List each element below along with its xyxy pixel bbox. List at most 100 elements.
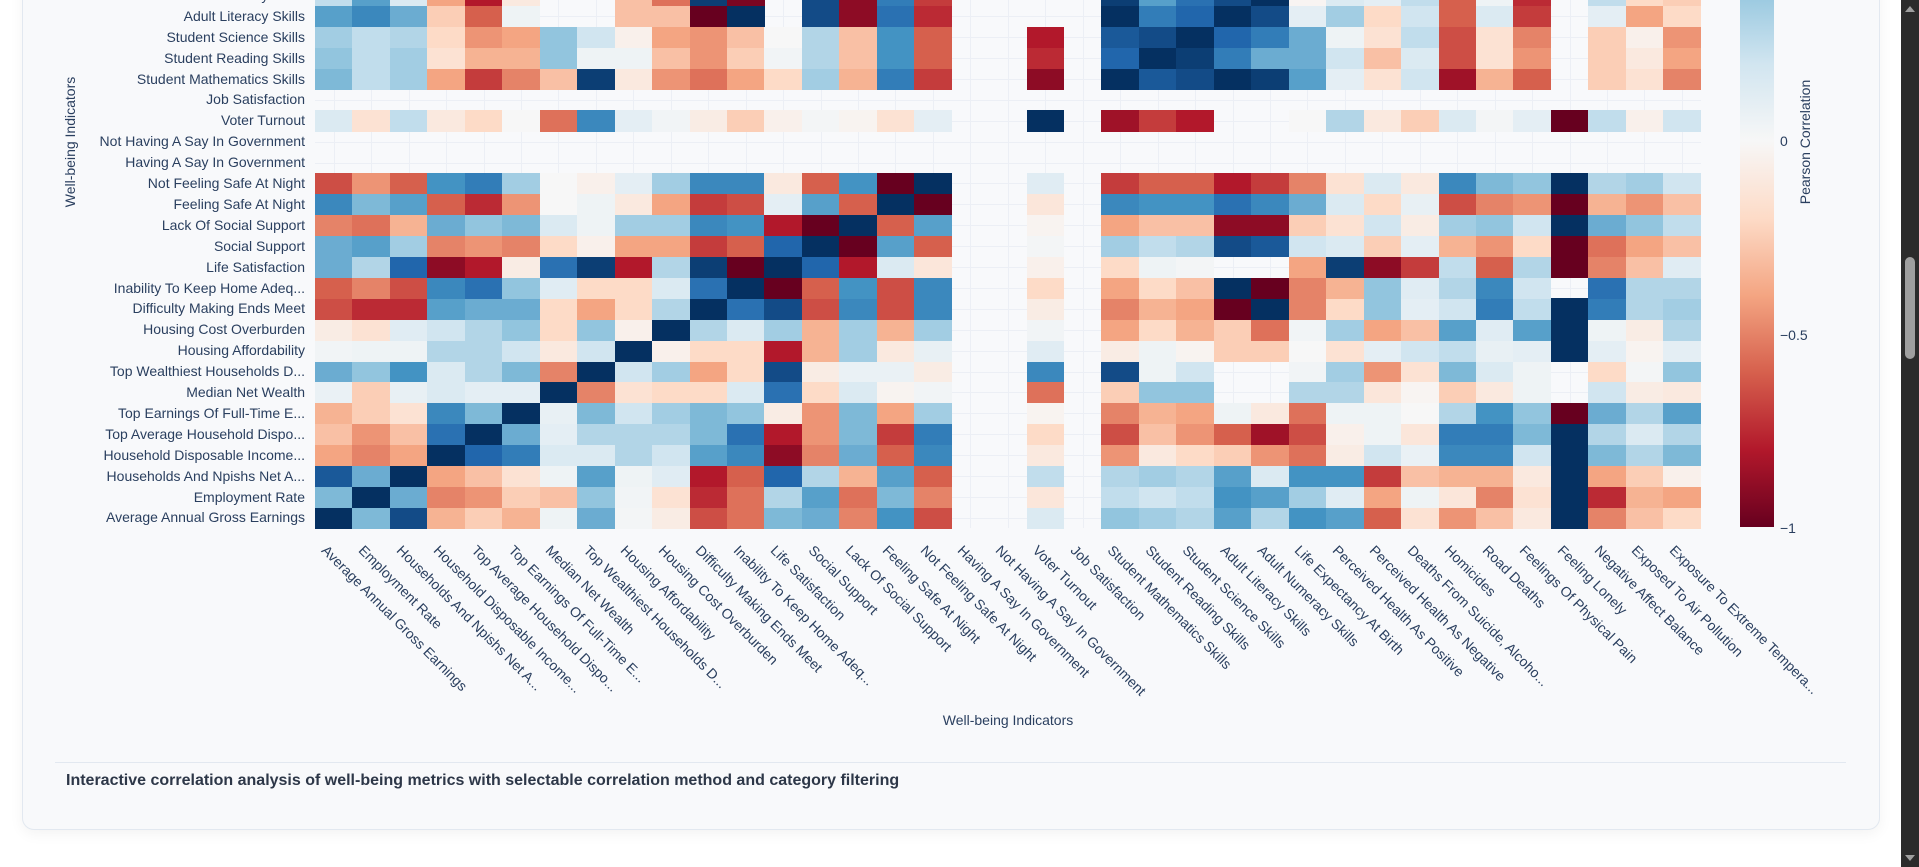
heatmap-cell[interactable] — [502, 256, 541, 278]
heatmap-cell[interactable] — [1438, 173, 1477, 195]
heatmap-cell[interactable] — [1363, 26, 1402, 49]
heatmap-cell[interactable] — [764, 465, 803, 487]
heatmap-cell[interactable] — [1663, 68, 1702, 90]
heatmap-cell[interactable] — [1625, 5, 1664, 28]
heatmap-cell[interactable] — [1176, 382, 1215, 404]
heatmap-cell[interactable] — [1625, 319, 1664, 341]
heatmap-cell[interactable] — [352, 0, 391, 7]
heatmap-cell[interactable] — [352, 47, 391, 69]
heatmap-cell[interactable] — [689, 402, 728, 425]
heatmap-cell[interactable] — [689, 340, 728, 362]
scroll-up-arrow-icon[interactable] — [1905, 6, 1915, 12]
heatmap-cell[interactable] — [764, 507, 803, 529]
heatmap-cell[interactable] — [315, 507, 353, 529]
heatmap-cell[interactable] — [876, 361, 915, 383]
heatmap-cell[interactable] — [1513, 486, 1552, 508]
heatmap-cell[interactable] — [1475, 340, 1514, 362]
heatmap-cell[interactable] — [352, 110, 391, 132]
heatmap-cell[interactable] — [1026, 319, 1065, 341]
heatmap-cell[interactable] — [1138, 256, 1177, 278]
heatmap-cell[interactable] — [1213, 277, 1252, 299]
heatmap-cell[interactable] — [1588, 402, 1627, 425]
heatmap-cell[interactable] — [539, 298, 578, 320]
heatmap-cell[interactable] — [577, 110, 616, 132]
heatmap-cell[interactable] — [427, 47, 466, 69]
heatmap-cell[interactable] — [1251, 465, 1290, 487]
heatmap-cell[interactable] — [502, 214, 541, 237]
heatmap-cell[interactable] — [1588, 486, 1627, 508]
heatmap-cell[interactable] — [1438, 402, 1477, 425]
heatmap-cell[interactable] — [1213, 465, 1252, 487]
heatmap-cell[interactable] — [1251, 444, 1290, 467]
heatmap-cell[interactable] — [726, 173, 765, 195]
heatmap-cell[interactable] — [614, 465, 653, 487]
heatmap-cell[interactable] — [1475, 193, 1514, 216]
heatmap-cell[interactable] — [502, 486, 541, 508]
heatmap-cell[interactable] — [1363, 402, 1402, 425]
heatmap-cell[interactable] — [614, 361, 653, 383]
heatmap-cell[interactable] — [876, 68, 915, 90]
heatmap-cell[interactable] — [726, 361, 765, 383]
heatmap-cell[interactable] — [1251, 402, 1290, 425]
heatmap-cell[interactable] — [1588, 193, 1627, 216]
heatmap-cell[interactable] — [577, 465, 616, 487]
heatmap-cell[interactable] — [315, 26, 353, 49]
heatmap-cell[interactable] — [389, 402, 428, 425]
heatmap-cell[interactable] — [315, 68, 353, 90]
heatmap-cell[interactable] — [1176, 47, 1215, 69]
heatmap-cell[interactable] — [427, 465, 466, 487]
heatmap-cell[interactable] — [315, 423, 353, 446]
heatmap-cell[interactable] — [577, 235, 616, 258]
heatmap-cell[interactable] — [539, 68, 578, 90]
heatmap-cell[interactable] — [427, 235, 466, 258]
heatmap-cell[interactable] — [1213, 47, 1252, 69]
heatmap-cell[interactable] — [315, 5, 353, 28]
heatmap-cell[interactable] — [1326, 465, 1365, 487]
heatmap-cell[interactable] — [1251, 0, 1290, 7]
heatmap-cell[interactable] — [502, 319, 541, 341]
heatmap-cell[interactable] — [839, 465, 878, 487]
heatmap-cell[interactable] — [539, 486, 578, 508]
heatmap-cell[interactable] — [1550, 193, 1589, 216]
heatmap-cell[interactable] — [1513, 0, 1552, 7]
heatmap-cell[interactable] — [1251, 214, 1290, 237]
heatmap-cell[interactable] — [1401, 361, 1439, 383]
heatmap-cell[interactable] — [464, 47, 503, 69]
heatmap-cell[interactable] — [577, 486, 616, 508]
heatmap-cell[interactable] — [577, 402, 616, 425]
heatmap-cell[interactable] — [1363, 382, 1402, 404]
heatmap-cell[interactable] — [1475, 361, 1514, 383]
heatmap-cell[interactable] — [1326, 340, 1365, 362]
heatmap-cell[interactable] — [1438, 277, 1477, 299]
heatmap-cell[interactable] — [1213, 444, 1252, 467]
heatmap-cell[interactable] — [1138, 47, 1177, 69]
heatmap-cell[interactable] — [614, 277, 653, 299]
heatmap-cell[interactable] — [352, 319, 391, 341]
heatmap-cell[interactable] — [464, 402, 503, 425]
heatmap-cell[interactable] — [764, 110, 803, 132]
heatmap-cell[interactable] — [352, 256, 391, 278]
heatmap-cell[interactable] — [539, 423, 578, 446]
heatmap-cell[interactable] — [1625, 256, 1664, 278]
heatmap-cell[interactable] — [1288, 5, 1327, 28]
heatmap-cell[interactable] — [1138, 0, 1177, 7]
heatmap-cell[interactable] — [464, 5, 503, 28]
heatmap-cell[interactable] — [876, 235, 915, 258]
heatmap-cell[interactable] — [689, 382, 728, 404]
heatmap-cell[interactable] — [1363, 444, 1402, 467]
heatmap-cell[interactable] — [1101, 423, 1140, 446]
heatmap-cell[interactable] — [1588, 465, 1627, 487]
heatmap-cell[interactable] — [876, 277, 915, 299]
heatmap-cell[interactable] — [764, 340, 803, 362]
heatmap-cell[interactable] — [1138, 26, 1177, 49]
heatmap-cell[interactable] — [1176, 340, 1215, 362]
heatmap-cell[interactable] — [726, 26, 765, 49]
heatmap-cell[interactable] — [464, 486, 503, 508]
heatmap-cell[interactable] — [1326, 298, 1365, 320]
heatmap-cell[interactable] — [1213, 423, 1252, 446]
heatmap-cell[interactable] — [1625, 0, 1664, 7]
heatmap-cell[interactable] — [539, 214, 578, 237]
heatmap-cell[interactable] — [577, 173, 616, 195]
heatmap-cell[interactable] — [1550, 298, 1589, 320]
heatmap-cell[interactable] — [614, 402, 653, 425]
